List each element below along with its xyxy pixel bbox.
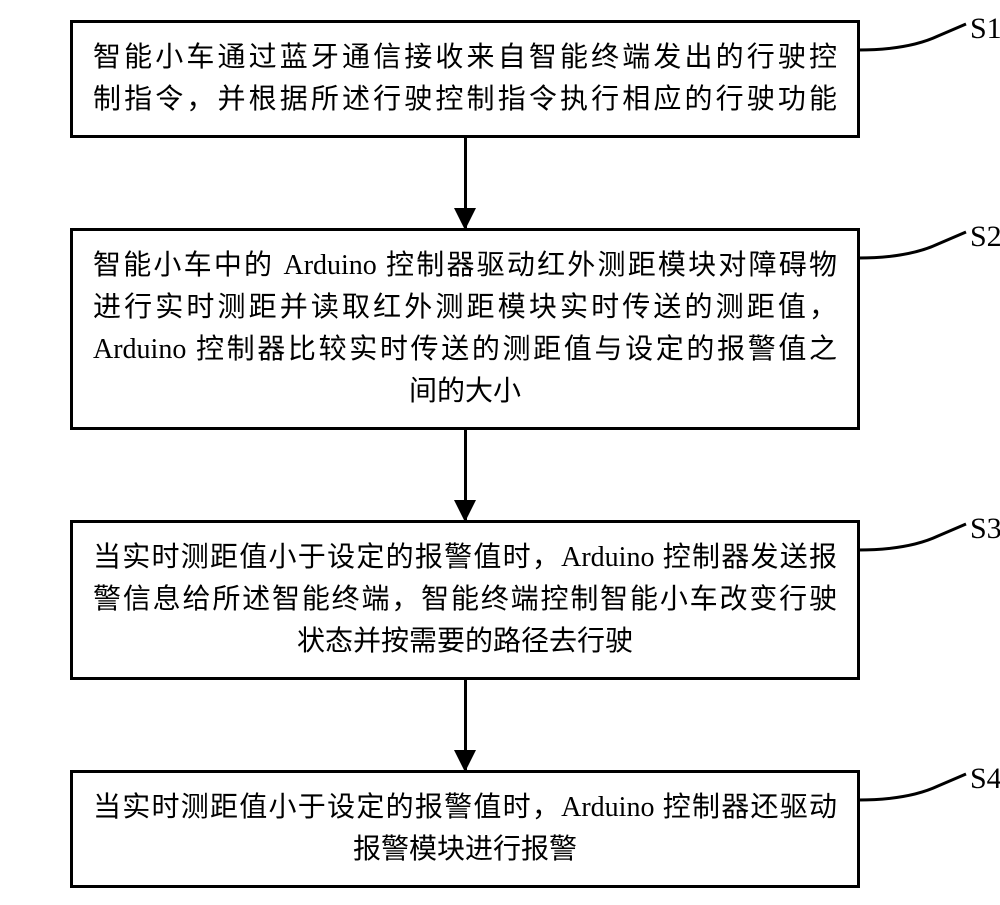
step-s3-line2: 警信息给所述智能终端，智能终端控制智能小车改变行驶 (93, 579, 837, 621)
step-s2-line2: 进行实时测距并读取红外测距模块实时传送的测距值， (93, 287, 837, 329)
arrow-s3-s4 (70, 680, 860, 770)
step-s2-box: 智能小车中的 Arduino 控制器驱动红外测距模块对障碍物 进行实时测距并读取… (70, 228, 860, 430)
label-s1: S1 (970, 12, 1000, 46)
step-s4: 当实时测距值小于设定的报警值时，Arduino 控制器还驱动 报警模块进行报警 … (70, 770, 930, 888)
step-s4-line1: 当实时测距值小于设定的报警值时，Arduino 控制器还驱动 (93, 787, 837, 829)
connector-s4 (858, 772, 978, 822)
step-s1-line1: 智能小车通过蓝牙通信接收来自智能终端发出的行驶控 (93, 37, 837, 79)
step-s4-line2: 报警模块进行报警 (93, 829, 837, 871)
step-s2-line1: 智能小车中的 Arduino 控制器驱动红外测距模块对障碍物 (93, 245, 837, 287)
flowchart-container: 智能小车通过蓝牙通信接收来自智能终端发出的行驶控 制指令，并根据所述行驶控制指令… (70, 20, 930, 888)
step-s1-line2: 制指令，并根据所述行驶控制指令执行相应的行驶功能 (93, 79, 837, 121)
arrow-s2-s3 (70, 430, 860, 520)
connector-s2 (858, 230, 978, 280)
step-s3-line3: 状态并按需要的路径去行驶 (93, 621, 837, 663)
step-s3-line1: 当实时测距值小于设定的报警值时，Arduino 控制器发送报 (93, 537, 837, 579)
connector-s1 (858, 22, 978, 72)
step-s2: 智能小车中的 Arduino 控制器驱动红外测距模块对障碍物 进行实时测距并读取… (70, 228, 930, 430)
arrow-s1-s2 (70, 138, 860, 228)
connector-s3 (858, 522, 978, 572)
step-s4-box: 当实时测距值小于设定的报警值时，Arduino 控制器还驱动 报警模块进行报警 (70, 770, 860, 888)
label-s2: S2 (970, 220, 1000, 254)
label-s3: S3 (970, 512, 1000, 546)
step-s3-box: 当实时测距值小于设定的报警值时，Arduino 控制器发送报 警信息给所述智能终… (70, 520, 860, 680)
step-s2-line4: 间的大小 (93, 371, 837, 413)
step-s2-line3: Arduino 控制器比较实时传送的测距值与设定的报警值之 (93, 329, 837, 371)
label-s4: S4 (970, 762, 1000, 796)
step-s1-box: 智能小车通过蓝牙通信接收来自智能终端发出的行驶控 制指令，并根据所述行驶控制指令… (70, 20, 860, 138)
step-s3: 当实时测距值小于设定的报警值时，Arduino 控制器发送报 警信息给所述智能终… (70, 520, 930, 680)
step-s1: 智能小车通过蓝牙通信接收来自智能终端发出的行驶控 制指令，并根据所述行驶控制指令… (70, 20, 930, 138)
